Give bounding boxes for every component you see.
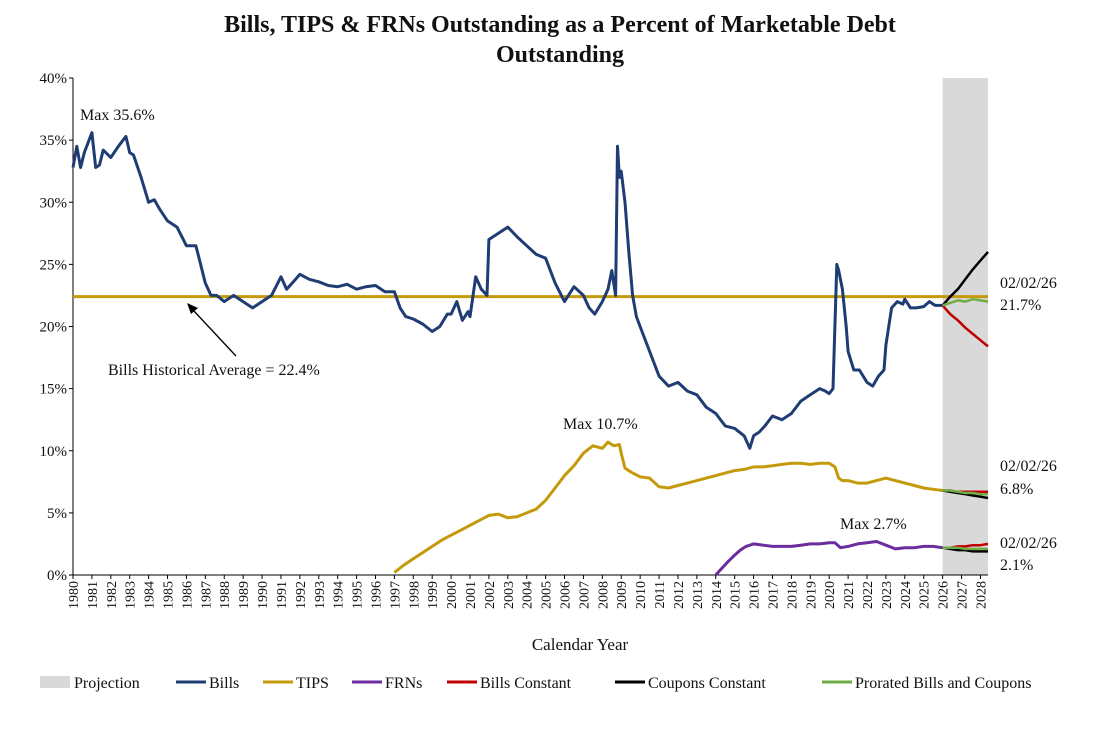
chart-title-line1: Bills, TIPS & FRNs Outstanding as a Perc… <box>224 12 896 38</box>
x-tick-label: 2024 <box>899 581 914 609</box>
x-tick-label: 2003 <box>502 581 517 609</box>
x-tick-label: 1989 <box>237 581 252 609</box>
x-tick-label: 1983 <box>124 581 139 609</box>
legend-label: Prorated Bills and Coupons <box>855 675 1031 692</box>
x-tick-label: 2014 <box>710 581 725 609</box>
end-label-frn-value: 2.1% <box>1000 557 1033 574</box>
y-tick-label: 5% <box>47 506 67 522</box>
projection-line-prorated-bills-and-coupons-bills <box>942 297 989 307</box>
x-tick-label: 2006 <box>559 581 574 609</box>
x-tick-label: 2012 <box>672 581 687 609</box>
x-tick-label: 2011 <box>653 581 668 608</box>
series-line-frns <box>714 540 943 577</box>
x-tick-label: 2013 <box>691 581 706 609</box>
legend-label: Coupons Constant <box>648 675 766 692</box>
x-tick-label: 1991 <box>275 581 290 609</box>
x-tick-label: 2020 <box>823 581 838 609</box>
x-tick-label: 2010 <box>634 581 649 609</box>
x-tick-label: 1980 <box>67 581 82 609</box>
y-tick-label: 40% <box>40 71 68 87</box>
annotation-arrow <box>187 303 237 357</box>
y-tick-label: 15% <box>40 382 68 398</box>
x-tick-label: 1990 <box>256 581 271 609</box>
x-tick-label: 1985 <box>162 581 177 609</box>
x-tick-label: 2007 <box>577 581 592 609</box>
x-tick-label: 1997 <box>388 581 403 609</box>
series-line-bills <box>71 131 943 450</box>
annotation-average: Bills Historical Average = 22.4% <box>108 362 320 379</box>
x-tick-label: 2019 <box>804 581 819 609</box>
end-label-bills-date: 02/02/26 <box>1000 275 1057 292</box>
x-tick-label: 2021 <box>842 581 857 609</box>
x-tick-label: 1994 <box>332 581 347 609</box>
y-tick-label: 25% <box>40 257 68 273</box>
y-tick-label: 35% <box>40 133 68 149</box>
x-tick-label: 2005 <box>540 581 555 609</box>
x-tick-label: 2017 <box>766 581 781 609</box>
x-tick-label: 2023 <box>880 581 895 609</box>
x-tick-label: 1981 <box>86 581 101 609</box>
x-tick-label: 1988 <box>218 581 233 609</box>
annotation-frn-max: Max 2.7% <box>840 516 907 533</box>
x-tick-label: 1992 <box>294 581 309 609</box>
x-tick-label: 2018 <box>785 581 800 609</box>
legend-label: Projection <box>74 675 140 692</box>
legend-label: Bills Constant <box>480 675 572 692</box>
x-tick-label: 1982 <box>105 581 120 609</box>
x-tick-label: 2009 <box>615 581 630 609</box>
x-tick-label: 2015 <box>729 581 744 609</box>
x-tick-label: 1995 <box>351 581 366 609</box>
x-tick-label: 2025 <box>918 581 933 609</box>
projection-line-coupons-constant-bills <box>941 251 989 307</box>
end-label-tips-value: 6.8% <box>1000 481 1033 498</box>
x-tick-label: 2002 <box>483 581 498 609</box>
y-tick-label: 0% <box>47 568 67 584</box>
annotation-bills-max: Max 35.6% <box>80 107 155 124</box>
x-tick-label: 1986 <box>180 581 195 609</box>
legend-label: TIPS <box>296 675 329 692</box>
legend-label: FRNs <box>385 675 422 692</box>
x-tick-label: 1984 <box>143 581 158 609</box>
legend-label: Bills <box>209 675 239 692</box>
x-tick-label: 2016 <box>748 581 763 609</box>
x-tick-label: 1993 <box>313 581 328 609</box>
projection-line-prorated-bills-and-coupons-tips <box>942 489 988 496</box>
x-tick-label: 1987 <box>199 581 214 609</box>
end-label-frn-date: 02/02/26 <box>1000 535 1057 552</box>
end-label-tips-date: 02/02/26 <box>1000 458 1057 475</box>
y-tick-label: 20% <box>40 320 68 336</box>
x-tick-label: 1998 <box>407 581 422 609</box>
series-line-tips <box>393 440 943 574</box>
x-tick-label: 2028 <box>974 581 989 609</box>
chart-title-line2: Outstanding <box>496 42 624 68</box>
legend: Projection Bills TIPS FRNs Bills Constant Cou… <box>40 675 1031 692</box>
x-tick-label: 1999 <box>426 581 441 609</box>
projection-line-bills-constant-bills <box>941 304 989 348</box>
projection-line-prorated-bills-and-coupons-frns <box>942 546 988 551</box>
legend-swatch-projection <box>40 676 70 688</box>
x-tick-label: 2022 <box>861 581 876 609</box>
x-tick-label: 2000 <box>445 581 460 609</box>
x-tick-label: 2001 <box>464 581 479 609</box>
x-tick-label: 2004 <box>521 581 536 609</box>
y-tick-label: 10% <box>40 444 68 460</box>
plot-area: 0% 5% 10% 15% 20% 25% 30% 35% 40% 1980 1981 1982 198… <box>40 71 990 609</box>
x-tick-label: 1996 <box>369 581 384 609</box>
x-tick-label: 2008 <box>596 581 611 609</box>
y-tick-label: 30% <box>40 195 68 211</box>
x-tick-label: 2026 <box>937 581 952 609</box>
annotation-tips-max: Max 10.7% <box>563 416 638 433</box>
x-axis-label: Calendar Year <box>532 635 629 654</box>
x-tick-label: 2027 <box>956 581 971 609</box>
end-label-bills-value: 21.7% <box>1000 297 1041 314</box>
